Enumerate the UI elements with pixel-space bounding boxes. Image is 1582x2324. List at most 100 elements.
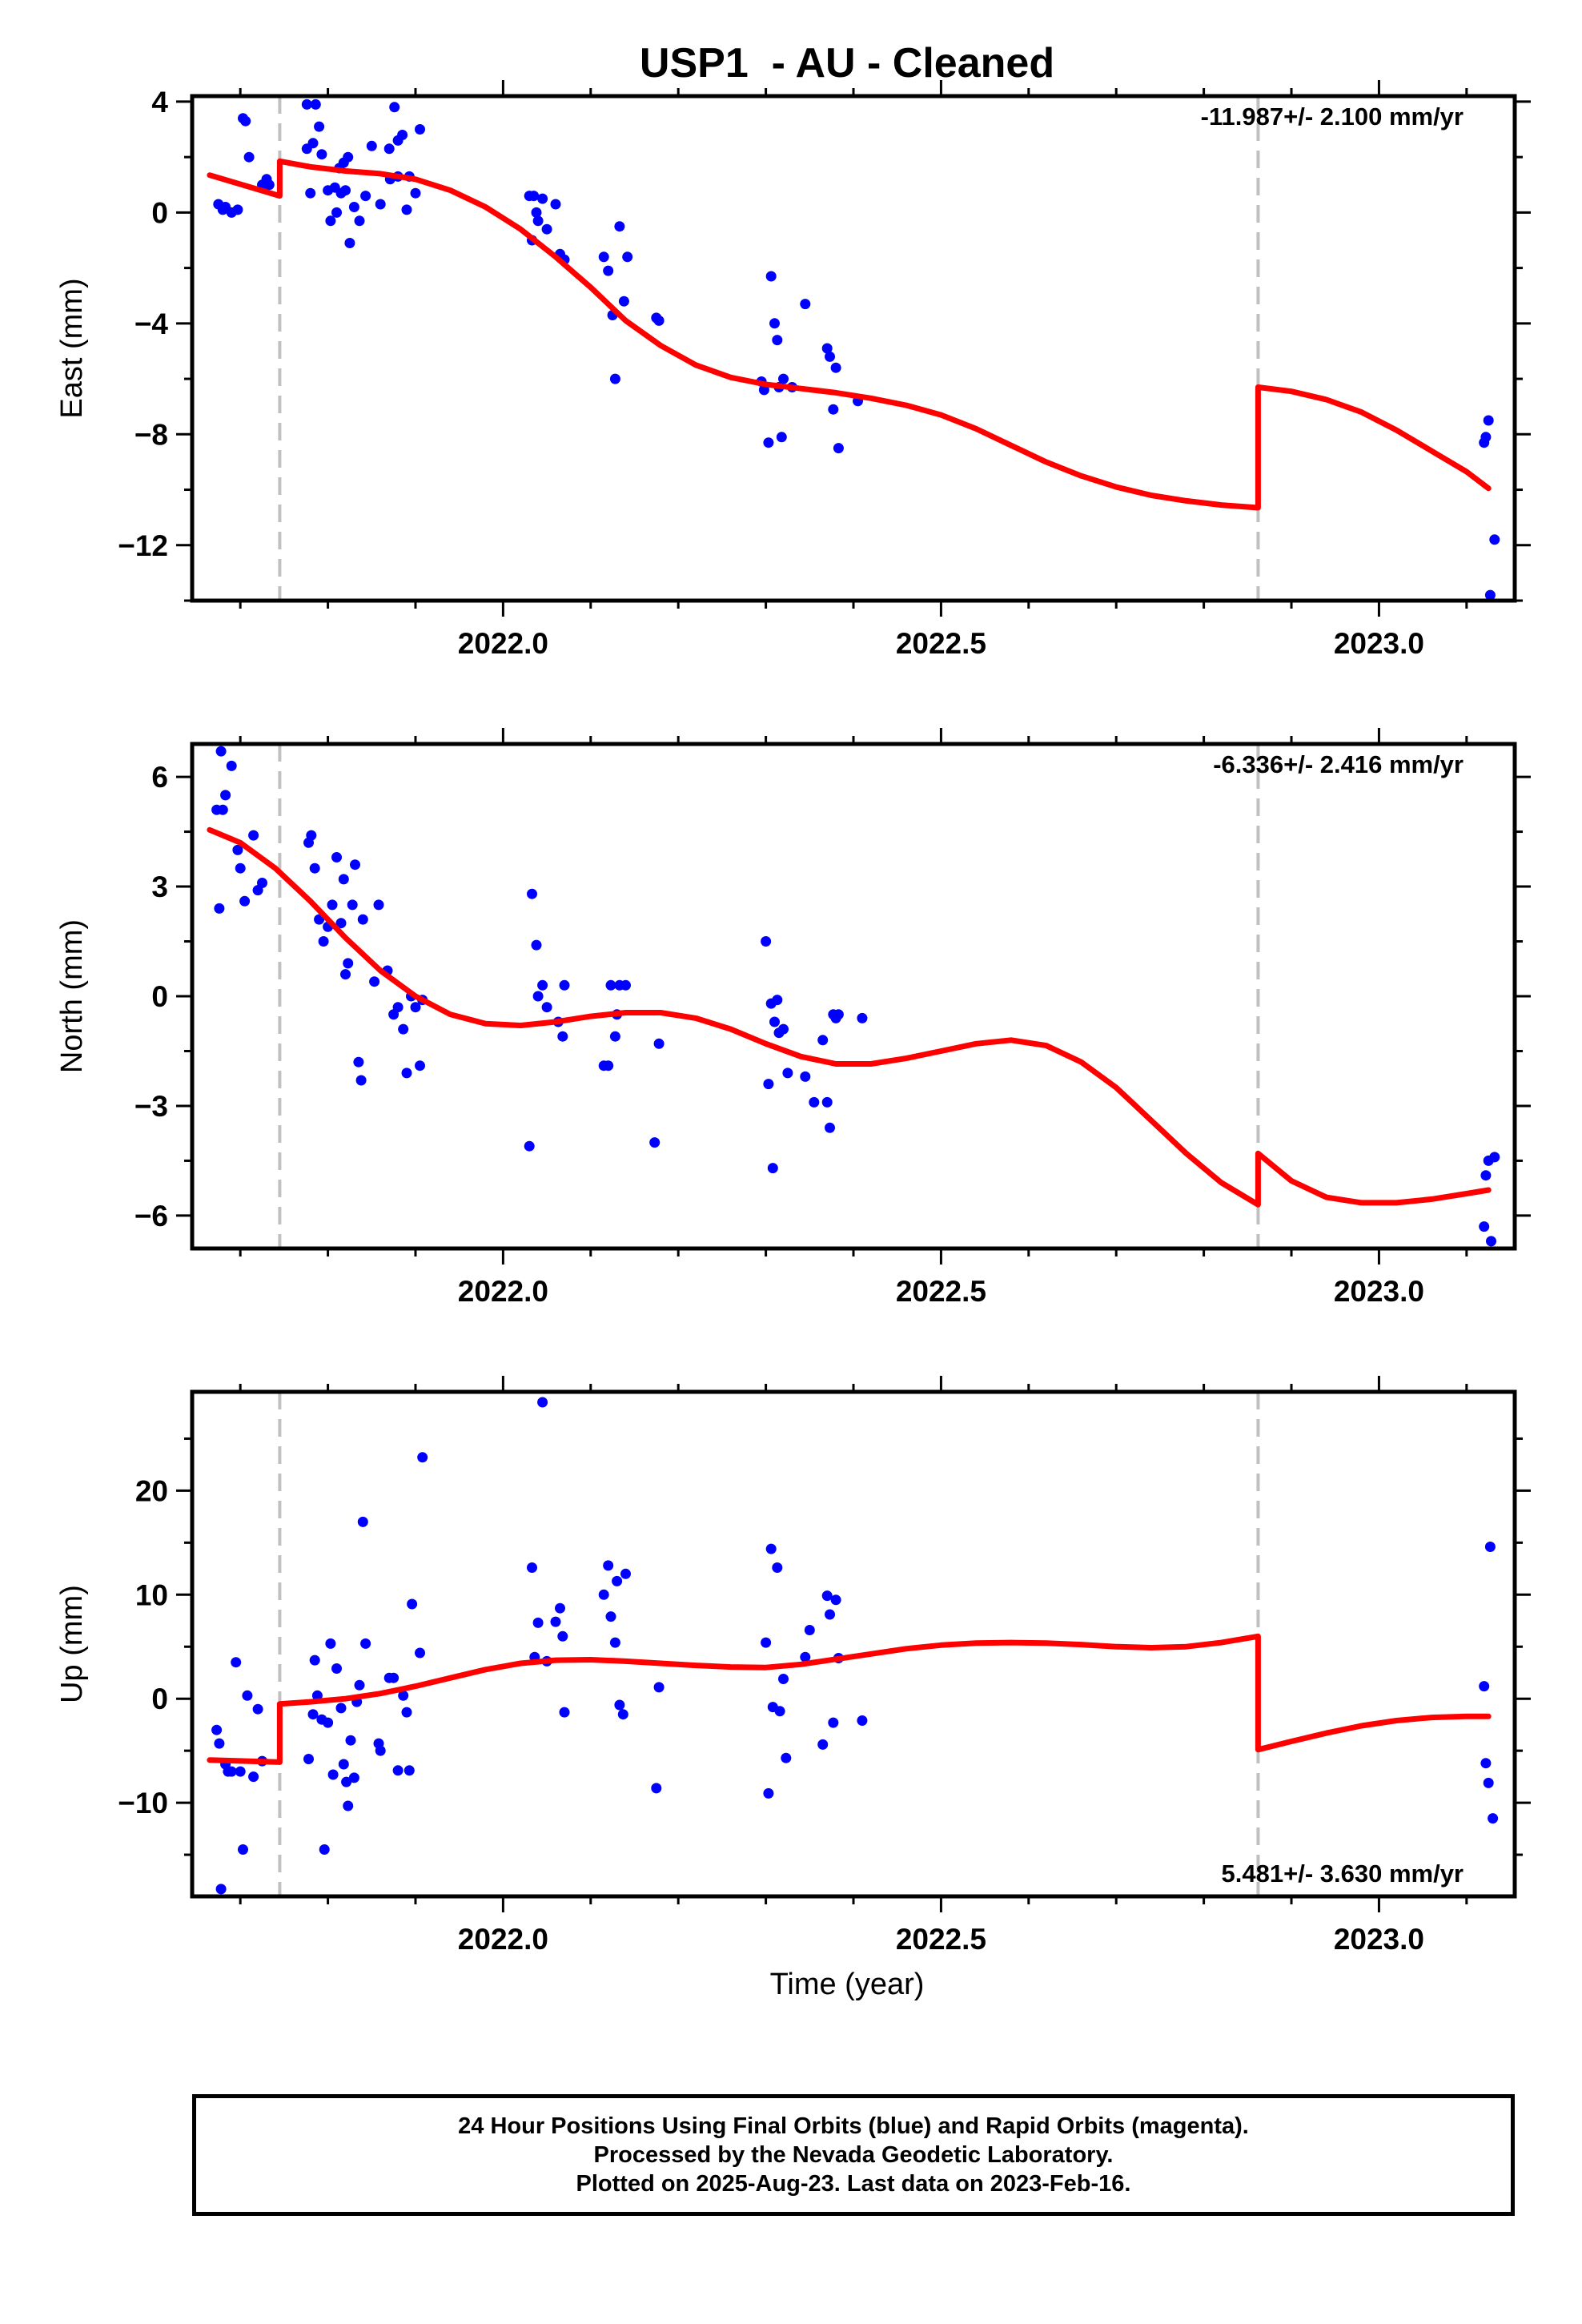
- data-point: [235, 862, 246, 874]
- data-point: [537, 979, 548, 991]
- data-point: [341, 1776, 352, 1787]
- data-point: [622, 251, 633, 263]
- data-point: [800, 299, 811, 310]
- data-point: [231, 1657, 242, 1668]
- data-point: [410, 1002, 421, 1013]
- data-point: [347, 899, 358, 911]
- data-point: [782, 1068, 793, 1079]
- data-point: [327, 1769, 339, 1780]
- data-point: [763, 1079, 774, 1090]
- y-tick-label: 4: [151, 86, 168, 119]
- data-point: [598, 1589, 609, 1600]
- data-point: [767, 1163, 778, 1174]
- data-point: [605, 979, 616, 991]
- y-tick-label: −3: [135, 1090, 168, 1123]
- data-point: [1486, 1236, 1496, 1247]
- data-point: [603, 1060, 614, 1072]
- y-tick-label: 0: [151, 196, 168, 229]
- data-point: [401, 1707, 412, 1718]
- data-point: [354, 1679, 365, 1691]
- data-point: [309, 862, 320, 874]
- data-point: [618, 296, 629, 307]
- data-point: [306, 830, 317, 841]
- data-point: [612, 1575, 623, 1586]
- data-point: [825, 1609, 835, 1620]
- y-axis-label: Up (mm): [55, 1585, 89, 1703]
- data-point: [232, 204, 243, 215]
- y-tick-label: −4: [135, 308, 169, 340]
- data-point: [215, 746, 227, 757]
- x-tick-label: 2022.0: [458, 627, 548, 660]
- data-point: [769, 1016, 780, 1027]
- panel-east: 2022.0 2022.5 2023.0 4 0 −4 −8 −12 East (mm) -11.…: [55, 80, 1531, 660]
- data-point: [415, 124, 425, 135]
- data-point: [537, 1397, 548, 1408]
- model-fit-line: [207, 826, 1492, 1208]
- data-point: [778, 373, 789, 384]
- data-point: [314, 121, 325, 132]
- rate-annotation: -11.987+/- 2.100 mm/yr: [1201, 103, 1464, 131]
- data-point: [338, 1759, 349, 1770]
- data-point: [550, 199, 561, 210]
- data-point: [1484, 589, 1496, 601]
- data-point: [310, 99, 321, 110]
- data-point: [401, 204, 412, 215]
- data-point: [257, 878, 267, 888]
- data-point: [238, 1844, 248, 1855]
- data-point: [804, 1625, 815, 1635]
- data-point: [765, 271, 777, 282]
- data-point: [772, 1562, 783, 1573]
- data-point: [524, 1140, 535, 1152]
- data-point: [357, 1516, 368, 1527]
- data-point: [239, 895, 251, 907]
- data-point: [653, 1038, 665, 1049]
- data-point: [355, 1075, 367, 1086]
- data-point: [373, 899, 384, 911]
- y-axis-label: North (mm): [55, 919, 89, 1073]
- data-point: [392, 1765, 404, 1776]
- data-point: [348, 1772, 359, 1783]
- data-point: [353, 1056, 364, 1068]
- data-point: [217, 804, 228, 815]
- rate-annotation: -6.336+/- 2.416 mm/yr: [1213, 750, 1464, 778]
- data-point: [331, 1663, 342, 1674]
- data-point: [1480, 1758, 1492, 1769]
- data-point: [765, 1543, 777, 1554]
- data-point: [598, 251, 609, 263]
- data-point: [761, 936, 772, 947]
- data-point: [620, 979, 631, 991]
- data-point: [398, 1690, 409, 1701]
- y-tick-label: 6: [151, 761, 168, 794]
- data-point: [532, 215, 544, 227]
- data-point: [763, 437, 774, 448]
- data-point: [528, 191, 540, 202]
- data-point: [214, 1738, 225, 1749]
- data-point: [343, 1800, 354, 1811]
- data-point: [331, 207, 342, 218]
- data-point: [407, 1598, 418, 1610]
- data-point: [605, 1611, 616, 1622]
- data-point: [821, 343, 833, 354]
- data-point: [620, 1568, 631, 1579]
- data-point: [778, 1023, 789, 1035]
- data-point: [389, 102, 400, 113]
- y-tick-label: −6: [135, 1200, 168, 1232]
- data-point: [340, 969, 351, 980]
- data-point: [557, 1031, 568, 1042]
- data-point: [1480, 1170, 1492, 1181]
- data-point: [800, 1071, 811, 1082]
- data-point: [375, 199, 386, 210]
- data-point: [603, 265, 614, 276]
- data-point: [758, 384, 769, 396]
- data-point: [415, 1060, 425, 1072]
- rate-annotation: 5.481+/- 3.630 mm/yr: [1222, 1860, 1464, 1888]
- plot-area-north: [207, 744, 1500, 1248]
- data-point: [263, 179, 275, 191]
- data-point: [242, 1690, 253, 1701]
- data-point: [398, 1023, 409, 1035]
- data-point: [772, 995, 783, 1006]
- data-point: [603, 1560, 614, 1571]
- data-point: [1479, 1681, 1490, 1692]
- y-tick-label: −8: [135, 418, 168, 451]
- x-tick-label: 2023.0: [1334, 627, 1424, 660]
